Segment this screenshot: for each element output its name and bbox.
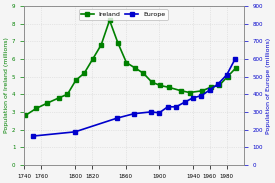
Ireland	[180, 90, 183, 92]
Ireland	[142, 72, 145, 74]
Europe	[200, 95, 203, 97]
Ireland	[116, 42, 120, 44]
Ireland	[57, 97, 61, 99]
Europe	[132, 113, 136, 115]
Ireland	[74, 79, 78, 81]
Europe	[174, 106, 178, 108]
Ireland	[218, 84, 221, 87]
Ireland	[133, 67, 136, 69]
Europe	[116, 117, 119, 119]
Europe	[208, 89, 211, 91]
Europe	[31, 135, 35, 137]
Ireland	[66, 93, 69, 95]
Ireland	[209, 86, 212, 88]
Europe	[225, 74, 228, 76]
Europe	[166, 106, 169, 108]
Europe	[233, 58, 237, 60]
Ireland	[83, 72, 86, 74]
Line: Europe: Europe	[31, 57, 237, 138]
Ireland	[188, 92, 191, 94]
Ireland	[125, 61, 128, 64]
Europe	[73, 131, 77, 133]
Ireland	[200, 90, 204, 92]
Europe	[183, 101, 186, 103]
Ireland	[46, 102, 49, 104]
Ireland	[91, 58, 94, 60]
Ireland	[150, 81, 153, 83]
Ireland	[100, 44, 103, 46]
Legend: Ireland, Europe: Ireland, Europe	[79, 9, 167, 20]
Europe	[217, 83, 220, 85]
Ireland	[24, 114, 27, 117]
Ireland	[226, 76, 229, 78]
Europe	[158, 112, 161, 114]
Ireland	[108, 19, 111, 21]
Europe	[191, 97, 195, 99]
Ireland	[167, 86, 170, 88]
Ireland	[158, 84, 162, 87]
Ireland	[35, 107, 38, 109]
Y-axis label: Population of Europe (millions): Population of Europe (millions)	[266, 38, 271, 134]
Europe	[149, 111, 153, 113]
Ireland	[234, 67, 238, 69]
Line: Ireland: Ireland	[24, 18, 238, 117]
Y-axis label: Population of Ireland (millions): Population of Ireland (millions)	[4, 38, 9, 133]
